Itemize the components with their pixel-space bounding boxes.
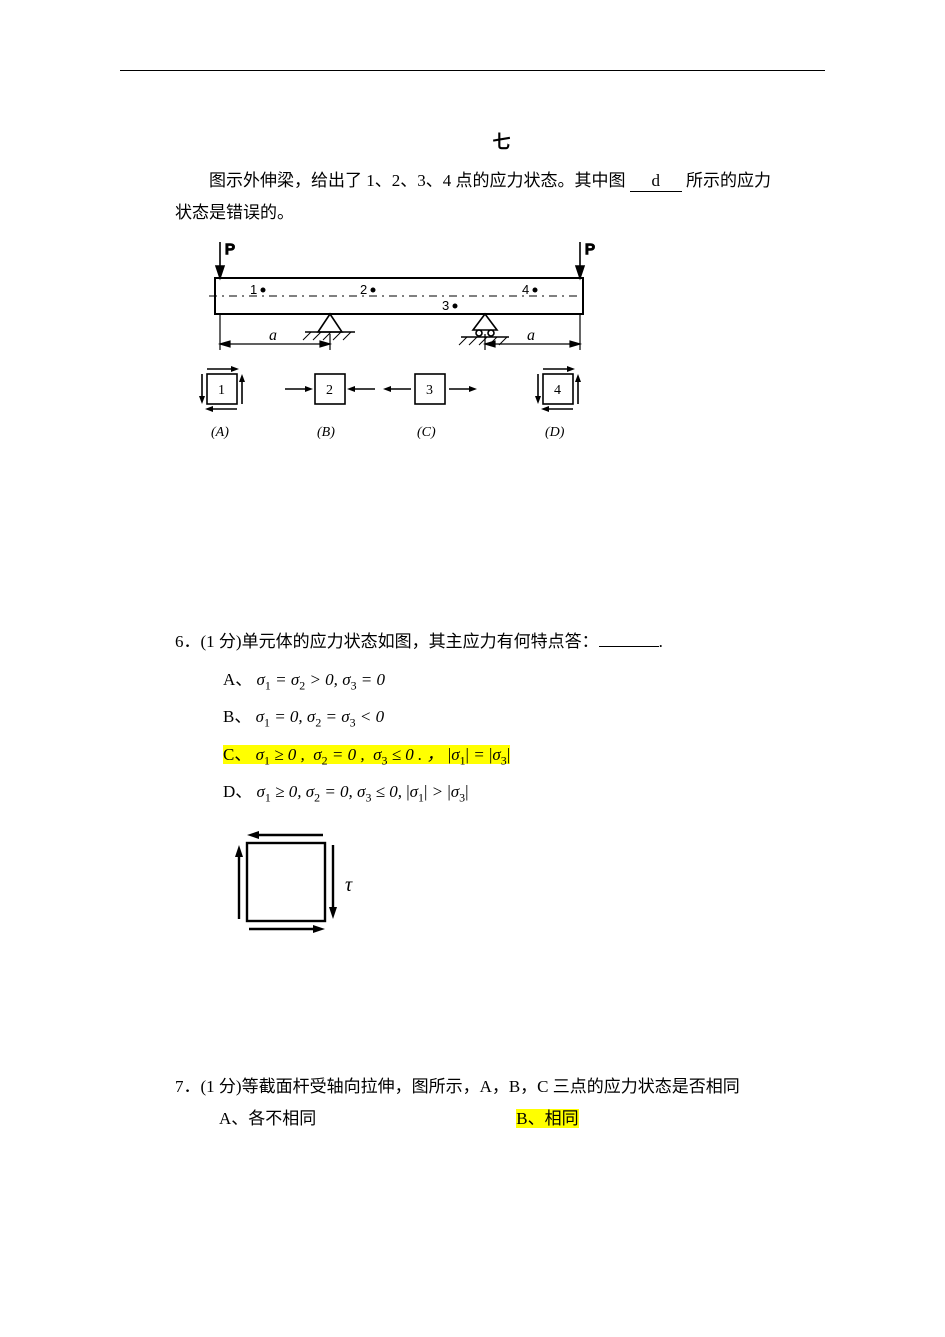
q7-opt-a: A、各不相同	[219, 1103, 316, 1135]
svg-text:a: a	[527, 327, 535, 344]
q5-figure: P P 1 2 3 4	[185, 236, 830, 456]
q6: 6．(1 分)单元体的应力状态如图，其主应力有何特点答：. A、 σ1 = σ2…	[175, 626, 830, 951]
q5-text-after: 所示的应力	[686, 171, 771, 190]
opt-d-prefix: D、	[223, 782, 252, 801]
opt-d-math: σ1 ≥ 0, σ2 = 0, σ3 ≤ 0, |σ1| > |σ3|	[257, 782, 469, 801]
q7-b-highlight: B、相同	[516, 1109, 578, 1128]
svg-text:4: 4	[554, 383, 561, 398]
q7-opt-b: B、相同	[516, 1103, 578, 1135]
q6-options: A、 σ1 = σ2 > 0, σ3 = 0 B、 σ1 = 0, σ2 = σ…	[223, 662, 830, 811]
q6-blank	[599, 646, 659, 647]
q7-a-text: 各不相同	[248, 1109, 316, 1128]
force-label-right: P	[585, 241, 595, 258]
q5-text-before: 图示外伸梁，给出了 1、2、3、4 点的应力状态。其中图	[209, 171, 626, 190]
q5-line1: 图示外伸梁，给出了 1、2、3、4 点的应力状态。其中图 d 所示的应力	[175, 165, 830, 197]
page: 七 图示外伸梁，给出了 1、2、3、4 点的应力状态。其中图 d 所示的应力 状…	[0, 0, 945, 1337]
svg-text:(B): (B)	[317, 425, 335, 440]
q7-a-prefix: A、	[219, 1109, 248, 1128]
q6-opt-b: B、 σ1 = 0, σ2 = σ3 < 0	[223, 699, 830, 735]
q7-b-text: 相同	[545, 1109, 579, 1128]
svg-text:1: 1	[250, 282, 257, 297]
svg-text:1: 1	[218, 383, 225, 398]
beam-diagram: P P 1 2 3 4	[185, 236, 615, 456]
opt-a-math: σ1 = σ2 > 0, σ3 = 0	[257, 670, 385, 689]
q6-stem: 6．(1 分)单元体的应力状态如图，其主应力有何特点答：.	[175, 626, 830, 658]
q5-blank: d	[630, 172, 682, 192]
q6-stem-text: 6．(1 分)单元体的应力状态如图，其主应力有何特点答：	[175, 632, 599, 651]
q6-shear-figure: τ	[219, 821, 830, 951]
q6-period: .	[659, 632, 663, 651]
svg-text:(A): (A)	[211, 425, 229, 440]
opt-b-prefix: B、	[223, 707, 251, 726]
opt-c-math: σ1 ≥ 0 , σ2 = 0 , σ3 ≤ 0 . ， |σ1| = |σ3|	[256, 745, 511, 764]
svg-text:(C): (C)	[417, 425, 436, 440]
opt-a-prefix: A、	[223, 670, 252, 689]
shear-diagram: τ	[219, 821, 389, 951]
svg-text:a: a	[269, 327, 277, 344]
q6-opt-d: D、 σ1 ≥ 0, σ2 = 0, σ3 ≤ 0, |σ1| > |σ3|	[223, 774, 830, 810]
opt-c-highlight: C、 σ1 ≥ 0 , σ2 = 0 , σ3 ≤ 0 . ， |σ1| = |…	[223, 745, 510, 764]
q5-line2: 状态是错误的。	[175, 197, 830, 229]
tau-label: τ	[345, 874, 353, 896]
svg-text:2: 2	[360, 282, 367, 297]
q7-stem: 7．(1 分)等截面杆受轴向拉伸，图所示，A，B，C 三点的应力状态是否相同	[175, 1071, 830, 1103]
svg-text:3: 3	[426, 383, 433, 398]
q7: 7．(1 分)等截面杆受轴向拉伸，图所示，A，B，C 三点的应力状态是否相同 A…	[175, 1071, 830, 1136]
svg-text:3: 3	[442, 298, 449, 313]
q7-b-prefix: B、	[516, 1109, 544, 1128]
opt-b-math: σ1 = 0, σ2 = σ3 < 0	[256, 707, 384, 726]
q6-opt-a: A、 σ1 = σ2 > 0, σ3 = 0	[223, 662, 830, 698]
svg-text:(D): (D)	[545, 425, 565, 440]
q6-opt-c: C、 σ1 ≥ 0 , σ2 = 0 , σ3 ≤ 0 . ， |σ1| = |…	[223, 737, 830, 773]
force-label-left: P	[225, 241, 235, 258]
section-title: 七	[175, 125, 830, 159]
opt-c-prefix: C、	[223, 745, 251, 764]
q7-options: A、各不相同 B、相同	[219, 1103, 830, 1135]
header-rule	[120, 70, 825, 71]
svg-text:2: 2	[326, 383, 333, 398]
svg-text:4: 4	[522, 282, 529, 297]
